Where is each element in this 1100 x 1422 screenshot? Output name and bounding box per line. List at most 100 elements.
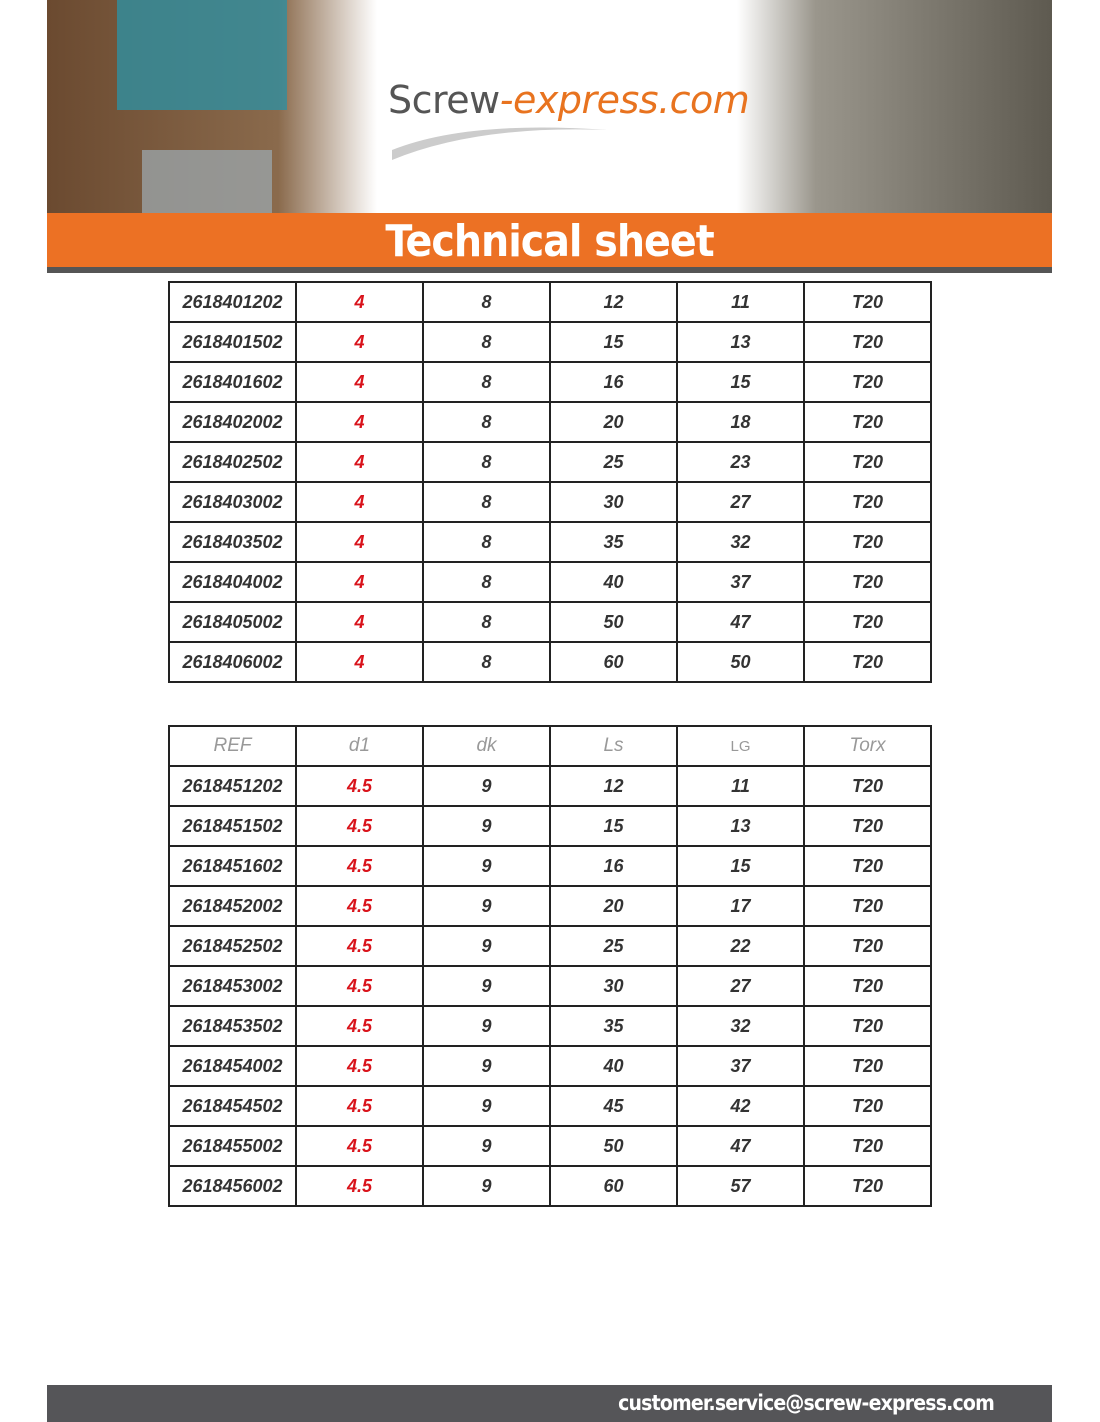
table-cell: 9 xyxy=(422,1005,551,1047)
table-cell: 4.5 xyxy=(295,885,424,927)
table-cell: 4 xyxy=(295,281,424,323)
table-cell: T20 xyxy=(803,845,932,887)
table-cell: 8 xyxy=(422,281,551,323)
table-cell: 2618453502 xyxy=(168,1005,297,1047)
table-cell: 13 xyxy=(676,805,805,847)
table-row: 2618401202 4 8 12 11 T20 xyxy=(168,281,932,323)
table-row: 2618451602 4.5 9 16 15 T20 xyxy=(168,845,932,887)
table-cell: T20 xyxy=(803,361,932,403)
table-row: 2618451502 4.5 9 15 13 T20 xyxy=(168,805,932,847)
table-cell: 60 xyxy=(549,641,678,683)
table-cell: 27 xyxy=(676,965,805,1007)
table-cell: 2618451202 xyxy=(168,765,297,807)
footer: customer.service@screw-express.com xyxy=(47,1385,1052,1422)
table-cell: 16 xyxy=(549,361,678,403)
logo: Screw-express.com xyxy=(388,78,750,122)
column-header: REF xyxy=(168,725,297,767)
table-cell: 40 xyxy=(549,561,678,603)
column-header: d1 xyxy=(295,725,424,767)
table-row: 2618453502 4.5 9 35 32 T20 xyxy=(168,1005,932,1047)
table-cell: T20 xyxy=(803,401,932,443)
table-cell: 47 xyxy=(676,601,805,643)
table-cell: 2618402002 xyxy=(168,401,297,443)
table-cell: 9 xyxy=(422,765,551,807)
table-cell: 4 xyxy=(295,641,424,683)
header-row: REF d1 dk Ls LG Torx xyxy=(168,725,932,767)
table-cell: 4.5 xyxy=(295,1165,424,1207)
table-row: 2618402002 4 8 20 18 T20 xyxy=(168,401,932,443)
table-row: 2618404002 4 8 40 37 T20 xyxy=(168,561,932,603)
table-cell: 4.5 xyxy=(295,765,424,807)
table-cell: T20 xyxy=(803,925,932,967)
table-cell: 2618405002 xyxy=(168,601,297,643)
table-cell: 8 xyxy=(422,321,551,363)
table-cell: T20 xyxy=(803,965,932,1007)
table-cell: 50 xyxy=(549,601,678,643)
table-cell: 4 xyxy=(295,401,424,443)
table-cell: 4 xyxy=(295,561,424,603)
table-cell: 2618406002 xyxy=(168,641,297,683)
table-cell: T20 xyxy=(803,1165,932,1207)
table-cell: 57 xyxy=(676,1165,805,1207)
column-header: dk xyxy=(422,725,551,767)
table-cell: T20 xyxy=(803,805,932,847)
table-cell: 2618401502 xyxy=(168,321,297,363)
table-cell: 32 xyxy=(676,1005,805,1047)
table-cell: 4.5 xyxy=(295,805,424,847)
table-cell: 32 xyxy=(676,521,805,563)
table-cell: T20 xyxy=(803,1085,932,1127)
table-row: 2618401602 4 8 16 15 T20 xyxy=(168,361,932,403)
table-row: 2618454002 4.5 9 40 37 T20 xyxy=(168,1045,932,1087)
table-cell: 9 xyxy=(422,1165,551,1207)
table-cell: 4 xyxy=(295,361,424,403)
table-cell: 50 xyxy=(549,1125,678,1167)
table-cell: 27 xyxy=(676,481,805,523)
table-cell: 40 xyxy=(549,1045,678,1087)
table-row: 2618406002 4 8 60 50 T20 xyxy=(168,641,932,683)
logo-accent: -express.com xyxy=(499,78,750,122)
table-cell: 2618455002 xyxy=(168,1125,297,1167)
table-cell: 8 xyxy=(422,481,551,523)
table-row: 2618401502 4 8 15 13 T20 xyxy=(168,321,932,363)
table-cell: 25 xyxy=(549,441,678,483)
table-cell: 18 xyxy=(676,401,805,443)
table-cell: T20 xyxy=(803,561,932,603)
table-cell: 2618451602 xyxy=(168,845,297,887)
table-cell: 4 xyxy=(295,441,424,483)
table-cell: 42 xyxy=(676,1085,805,1127)
table-cell: 11 xyxy=(676,281,805,323)
table-cell: T20 xyxy=(803,601,932,643)
table-cell: 4.5 xyxy=(295,965,424,1007)
table-cell: 4 xyxy=(295,601,424,643)
sheet-title: Technical sheet xyxy=(385,216,714,267)
table-cell: 8 xyxy=(422,441,551,483)
table-row: 2618403502 4 8 35 32 T20 xyxy=(168,521,932,563)
table-cell: 2618401202 xyxy=(168,281,297,323)
table-cell: 9 xyxy=(422,805,551,847)
header-graphics xyxy=(47,0,1052,273)
table-cell: 9 xyxy=(422,925,551,967)
table-cell: 23 xyxy=(676,441,805,483)
table-row: 2618454502 4.5 9 45 42 T20 xyxy=(168,1085,932,1127)
table-cell: 2618402502 xyxy=(168,441,297,483)
table-cell: 2618451502 xyxy=(168,805,297,847)
table-cell: 8 xyxy=(422,401,551,443)
spec-table: 2618401202 4 8 12 11 T20 2618401502 4 8 15 13 T20 26… xyxy=(168,281,932,683)
table-cell: T20 xyxy=(803,1045,932,1087)
table-cell: 4.5 xyxy=(295,1005,424,1047)
table-cell: 60 xyxy=(549,1165,678,1207)
table-row: 2618451202 4.5 9 12 11 T20 xyxy=(168,765,932,807)
table-cell: 2618454502 xyxy=(168,1085,297,1127)
table-cell: 2618403002 xyxy=(168,481,297,523)
table-cell: 15 xyxy=(549,321,678,363)
table-cell: 15 xyxy=(676,361,805,403)
table-cell: 20 xyxy=(549,885,678,927)
column-header: LG xyxy=(676,725,805,767)
table-cell: T20 xyxy=(803,1125,932,1167)
table-cell: 8 xyxy=(422,361,551,403)
table-cell: 11 xyxy=(676,765,805,807)
table-cell: 2618453002 xyxy=(168,965,297,1007)
table-cell: T20 xyxy=(803,1005,932,1047)
table-cell: 17 xyxy=(676,885,805,927)
spec-table: REF d1 dk Ls LG Torx 2618451202 4.5 9 12 11 T20 2618… xyxy=(168,725,932,1207)
